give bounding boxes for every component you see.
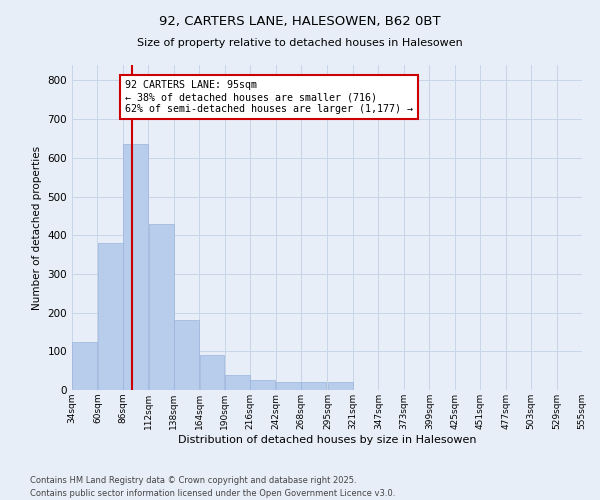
Bar (98, 243, 122, 390)
Bar (225, 374, 250, 390)
Bar (174, 320, 199, 390)
Text: 92 CARTERS LANE: 95sqm
← 38% of detached houses are smaller (716)
62% of semi-de: 92 CARTERS LANE: 95sqm ← 38% of detached… (125, 80, 413, 114)
Bar (149, 224, 173, 390)
Bar (250, 380, 275, 390)
X-axis label: Distribution of detached houses by size in Halesowen: Distribution of detached houses by size … (178, 434, 476, 444)
Bar (276, 382, 301, 390)
Bar (72, 342, 97, 390)
Y-axis label: Number of detached properties: Number of detached properties (32, 146, 42, 310)
Text: Contains public sector information licensed under the Open Government Licence v3: Contains public sector information licen… (30, 488, 395, 498)
Text: Contains HM Land Registry data © Crown copyright and database right 2025.: Contains HM Land Registry data © Crown c… (30, 476, 356, 485)
Bar (200, 355, 224, 390)
Bar (328, 382, 353, 390)
Bar (123, 144, 148, 390)
Text: 92, CARTERS LANE, HALESOWEN, B62 0BT: 92, CARTERS LANE, HALESOWEN, B62 0BT (159, 15, 441, 28)
Bar (301, 382, 326, 390)
Text: Size of property relative to detached houses in Halesowen: Size of property relative to detached ho… (137, 38, 463, 48)
